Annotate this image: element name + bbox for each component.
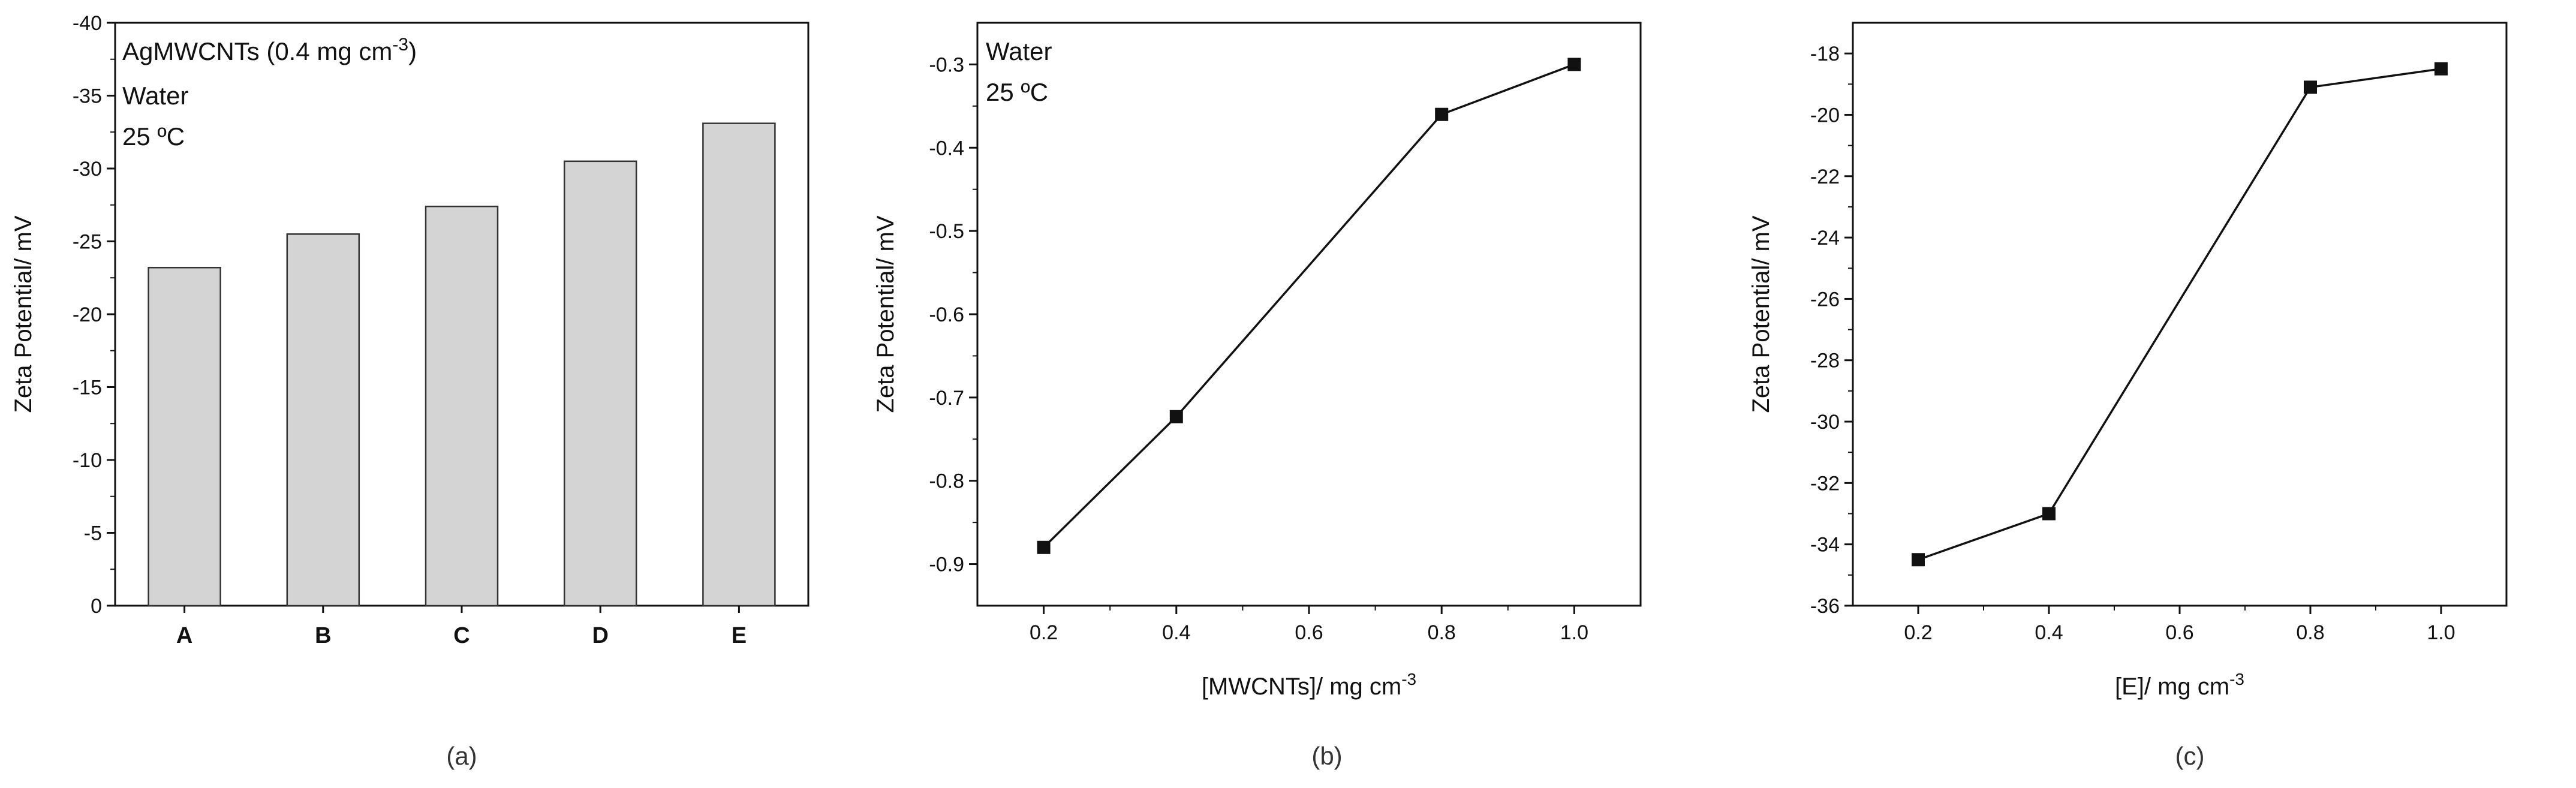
y-tick-label: -30 [1810, 411, 1840, 434]
series-line [1043, 63, 1575, 549]
y-tick-label: -40 [73, 12, 102, 35]
data-point [2304, 80, 2317, 94]
bar [148, 266, 221, 607]
x-tick-label: 0.2 [1030, 621, 1058, 644]
data-point [1037, 540, 1051, 554]
x-tick-label: A [176, 623, 192, 648]
y-tick-label: -0.7 [929, 387, 964, 410]
series-line [1918, 68, 2442, 561]
y-tick-label: -32 [1810, 472, 1840, 495]
y-tick-label: -18 [1810, 43, 1840, 65]
y-tick-label: -10 [73, 449, 102, 472]
y-tick-label: -34 [1810, 534, 1840, 557]
y-tick-label: -35 [73, 85, 102, 108]
y-tick-label: -28 [1810, 350, 1840, 372]
bar [702, 122, 776, 607]
data-point [1169, 410, 1183, 423]
y-axis-title: Zeta Potential/ mV [1748, 215, 1774, 413]
annotation-solvent: Water [122, 82, 188, 110]
x-tick-label: D [592, 623, 608, 648]
panel-c: -36 -34 -32 -30 -28 -26 -24 -22 -20 -18 0.2 0.4 0.6 0… [1748, 22, 2508, 770]
y-tick-label: -0.6 [929, 303, 964, 326]
bar [425, 205, 499, 607]
panel-label: (b) [1311, 742, 1342, 770]
y-tick-label: -26 [1810, 288, 1840, 311]
x-tick-label: 0.2 [1904, 621, 1932, 644]
y-tick-label: -5 [84, 522, 102, 545]
x-tick-label: 0.6 [1295, 621, 1323, 644]
y-tick-label: -0.3 [929, 53, 964, 76]
panel-b: -0.9 -0.8 -0.7 -0.6 -0.5 -0.4 -0.3 0.2 0.4 0.6 0.8… [872, 22, 1642, 770]
y-tick-label: -20 [73, 303, 102, 326]
bar [286, 233, 360, 607]
annotation-temperature: 25 ºC [986, 78, 1048, 106]
panel-a: 0 -5 -10 -15 -20 -25 -30 -35 -40 A B C D E AgMWCNTs (0… [10, 12, 809, 770]
y-tick-label: -0.8 [929, 470, 964, 493]
y-tick-label: -20 [1810, 104, 1840, 127]
x-tick-label: 0.8 [2296, 621, 2324, 644]
y-tick-label: -22 [1810, 166, 1840, 188]
panel-label: (c) [2175, 742, 2205, 770]
x-axis-title: [MWCNTs]/ mg cm-3 [1202, 670, 1416, 700]
x-tick-label: 1.0 [1560, 621, 1588, 644]
data-point [1912, 553, 1925, 567]
x-tick-label: 1.0 [2427, 621, 2455, 644]
annotation-solvent: Water [986, 37, 1052, 65]
y-tick-label: -15 [73, 377, 102, 399]
x-tick-label: 0.4 [1162, 621, 1190, 644]
x-tick-label: E [732, 623, 747, 648]
x-tick-label: 0.4 [2035, 621, 2063, 644]
data-point [1567, 58, 1581, 71]
y-tick-label: -36 [1810, 595, 1840, 618]
y-tick-label: -0.4 [929, 137, 964, 160]
x-tick-label: 0.8 [1428, 621, 1456, 644]
x-tick-label: C [453, 623, 470, 648]
annotation-sample: AgMWCNTs (0.4 mg cm-3) [122, 35, 417, 65]
y-axis-title: Zeta Potential/ mV [10, 215, 37, 413]
x-axis-title: [E]/ mg cm-3 [2115, 670, 2244, 700]
y-tick-label: -0.5 [929, 220, 964, 243]
annotation-temperature: 25 ºC [122, 122, 185, 151]
panel-label: (a) [446, 742, 477, 770]
x-tick-label: 0.6 [2165, 621, 2193, 644]
y-tick-label: -25 [73, 231, 102, 254]
y-tick-label: -24 [1810, 227, 1840, 249]
data-point [2042, 507, 2056, 521]
x-tick-label: B [315, 623, 331, 648]
y-tick-label: -30 [73, 158, 102, 181]
y-tick-label: -0.9 [929, 554, 964, 576]
data-point [1435, 107, 1449, 121]
bar [563, 160, 637, 607]
data-point [2434, 62, 2448, 76]
y-axis-title: Zeta Potential/ mV [872, 215, 899, 413]
y-tick-label: 0 [91, 595, 102, 618]
